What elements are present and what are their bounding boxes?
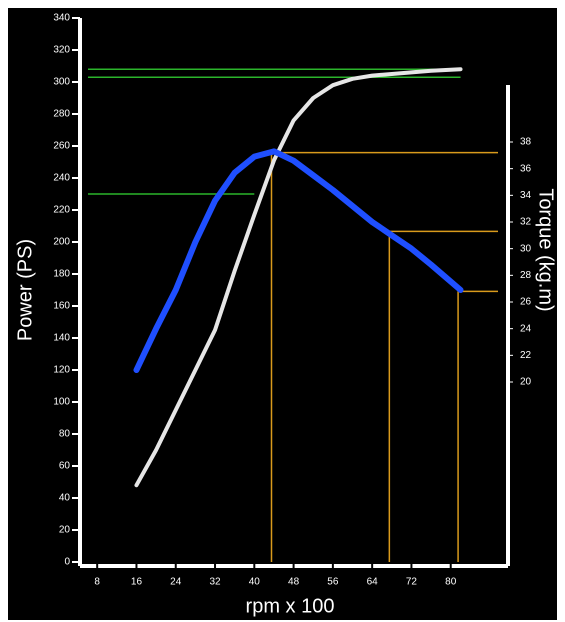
y-tick-label: 200	[53, 237, 70, 248]
background	[8, 8, 557, 620]
y-tick-label: 120	[53, 365, 70, 376]
y-tick-label: 240	[53, 173, 70, 184]
y2-tick-label: 34	[520, 190, 532, 201]
y-tick-label: 160	[53, 301, 70, 312]
x-tick-label: 64	[367, 577, 379, 588]
y2-tick-label: 32	[520, 217, 532, 228]
y-tick-label: 340	[53, 13, 70, 24]
y-tick-label: 220	[53, 205, 70, 216]
x-tick-label: 24	[170, 577, 182, 588]
x-tick-label: 72	[406, 577, 418, 588]
x-tick-label: 32	[209, 577, 221, 588]
y2-tick-label: 28	[520, 270, 532, 281]
x-tick-label: 16	[131, 577, 143, 588]
y-tick-label: 40	[59, 493, 71, 504]
x-tick-label: 40	[249, 577, 261, 588]
y2-tick-label: 24	[520, 323, 532, 334]
y-tick-label: 80	[59, 429, 71, 440]
y-tick-label: 20	[59, 525, 71, 536]
y2-tick-label: 30	[520, 243, 532, 254]
x-tick-label: 48	[288, 577, 300, 588]
y-tick-label: 60	[59, 461, 71, 472]
y2-axis-label: Torque (kg.m)	[535, 188, 557, 311]
y2-tick-label: 36	[520, 163, 532, 174]
series-line	[134, 67, 463, 488]
y-tick-label: 0	[64, 557, 70, 568]
series-line	[133, 148, 464, 373]
y-tick-label: 300	[53, 77, 70, 88]
x-tick-label: 8	[94, 577, 100, 588]
y-tick-label: 280	[53, 109, 70, 120]
x-axis-label: rpm x 100	[246, 595, 335, 617]
y2-tick-label: 26	[520, 297, 532, 308]
y2-tick-label: 22	[520, 350, 532, 361]
y-tick-label: 180	[53, 269, 70, 280]
y-axis-label: Power (PS)	[14, 239, 36, 341]
y-tick-label: 100	[53, 397, 70, 408]
y2-tick-label: 20	[520, 377, 532, 388]
x-tick-label: 56	[327, 577, 339, 588]
y-tick-label: 260	[53, 141, 70, 152]
y-tick-label: 140	[53, 333, 70, 344]
y2-tick-label: 38	[520, 137, 532, 148]
y-tick-label: 320	[53, 45, 70, 56]
x-tick-label: 80	[445, 577, 457, 588]
